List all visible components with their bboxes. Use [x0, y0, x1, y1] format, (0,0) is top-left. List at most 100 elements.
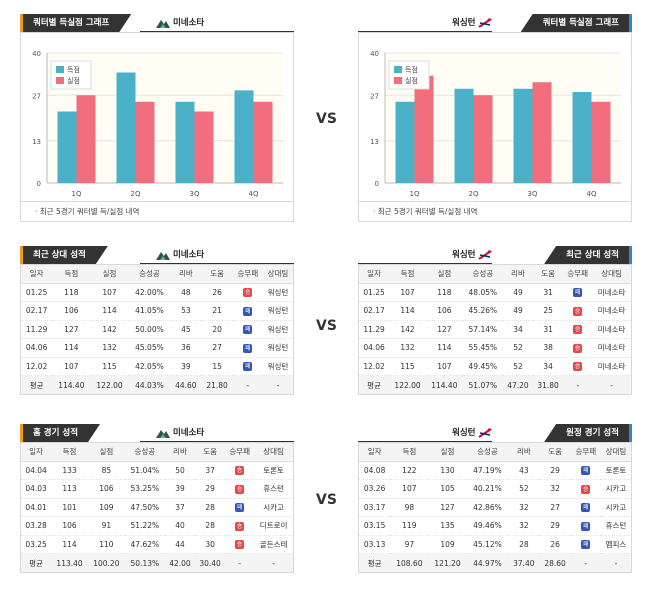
- average-cell: 44.97%: [466, 553, 509, 572]
- table-cell: 107: [90, 283, 129, 302]
- table-row: 11.29 127 142 50.00% 45 20 패 워싱턴: [21, 320, 293, 339]
- table-cell: 132: [90, 338, 129, 358]
- left-quarter-note: · 최근 5경기 쿼터별 득/실점 내역: [20, 202, 294, 222]
- home-title: 홈 경기 성적: [20, 424, 100, 442]
- average-cell: 42.00: [164, 553, 196, 572]
- table-cell: 34: [533, 357, 564, 376]
- table-row: 12.02 107 115 42.05% 39 15 패 워싱턴: [21, 357, 293, 376]
- minnesota-logo-icon: [156, 429, 170, 438]
- table-cell: 시카고: [254, 498, 293, 517]
- column-header: 상대팀: [592, 265, 631, 284]
- home-table: 일자 득점 실점 승성공 리바 도움 승무패 상대팀 04.04 133 85 51.04% 50 37 승…: [21, 443, 293, 572]
- away-title: 원정 경기 성적: [544, 424, 632, 442]
- table-cell: 115: [389, 357, 426, 376]
- table-cell: 106: [87, 479, 125, 499]
- y-tick-label: 13: [32, 138, 41, 146]
- table-cell: 토론토: [254, 461, 293, 480]
- column-header: 상대팀: [254, 443, 293, 462]
- right-team-name: 워싱턴: [452, 250, 476, 260]
- table-cell: 20: [201, 320, 233, 339]
- column-header: 리바: [170, 265, 202, 284]
- table-cell: 32: [508, 516, 540, 536]
- table-cell: 12.02: [21, 357, 53, 376]
- column-header: 실점: [90, 265, 129, 284]
- column-header: 일자: [359, 443, 391, 462]
- column-header: 승성공: [128, 265, 171, 284]
- table-cell: 15: [201, 357, 233, 376]
- average-cell: 30.40: [195, 553, 226, 572]
- table-cell: 42.00%: [128, 283, 171, 302]
- table-cell: 11.29: [359, 320, 390, 339]
- bar-score: [395, 101, 415, 183]
- table-cell: 시카고: [600, 498, 631, 517]
- table-cell: 시카고: [600, 479, 631, 499]
- result-cell: 승: [225, 516, 255, 536]
- legend-label: 실점: [67, 76, 80, 85]
- column-header: 리바: [164, 443, 196, 462]
- y-tick-label: 13: [370, 138, 379, 146]
- table-cell: 27: [201, 338, 233, 358]
- win-badge: 승: [235, 521, 245, 531]
- column-header: 실점: [428, 443, 467, 462]
- average-cell: -: [600, 553, 631, 572]
- table-cell: 127: [425, 320, 463, 339]
- result-cell: 승: [563, 357, 593, 376]
- win-badge: 승: [235, 466, 245, 476]
- column-header: 일자: [21, 265, 53, 284]
- table-cell: 107: [425, 357, 463, 376]
- legend-swatch: [56, 66, 64, 73]
- table-cell: 106: [52, 301, 91, 321]
- table-cell: 29: [539, 461, 571, 480]
- average-cell: 평균: [21, 375, 53, 394]
- loss-badge: 패: [581, 466, 591, 476]
- table-row: 03.25 114 110 47.62% 44 30 승 골든스테: [21, 535, 293, 554]
- table-row: 02.17 106 114 41.05% 53 21 패 워싱턴: [21, 301, 293, 321]
- table-cell: 28: [508, 535, 540, 554]
- table-header-row: 일자 득점 실점 승성공 리바 도움 승무패 상대팀: [359, 443, 631, 462]
- win-badge: 승: [573, 306, 583, 316]
- table-cell: 27: [539, 498, 571, 517]
- table-cell: 03.15: [359, 516, 391, 536]
- bar-lost: [532, 82, 552, 183]
- washington-logo-icon: [478, 17, 492, 28]
- legend-swatch: [394, 77, 402, 84]
- legend-swatch: [56, 77, 64, 84]
- bar-lost: [253, 101, 273, 183]
- average-cell: 114.40: [52, 375, 91, 394]
- table-cell: 114: [90, 301, 129, 321]
- minnesota-logo-icon: [156, 251, 170, 260]
- win-badge: 승: [235, 540, 245, 550]
- table-cell: 127: [52, 320, 91, 339]
- right-recent-table: 일자 득점 실점 승성공 리바 도움 승무패 상대팀 01.25 107 118 48.05% 49 31…: [359, 265, 631, 394]
- y-tick-label: 0: [37, 180, 41, 188]
- x-tick-label: 4Q: [587, 190, 597, 198]
- table-cell: 106: [425, 301, 463, 321]
- table-cell: 52: [502, 357, 534, 376]
- left-quarter-chart: 0 13 27 40 1Q 2Q 3Q 4Q 득점 실점: [20, 32, 294, 202]
- table-cell: 28: [195, 498, 226, 517]
- result-cell: 패: [570, 461, 601, 480]
- table-cell: 02.17: [359, 301, 390, 321]
- table-row: 02.17 114 106 45.26% 49 25 승 미네소타: [359, 301, 631, 321]
- table-cell: 11.29: [21, 320, 53, 339]
- table-cell: 골든스테: [254, 535, 293, 554]
- result-cell: 패: [232, 338, 263, 358]
- table-cell: 51.22%: [124, 516, 165, 536]
- bar-score: [454, 88, 474, 183]
- left-recent-table: 일자 득점 실점 승성공 리바 도움 승무패 상대팀 01.25 118 107 42.00% 48 26…: [21, 265, 293, 394]
- table-cell: 04.06: [21, 338, 53, 358]
- table-row: 03.28 106 91 51.22% 40 28 승 디트로이: [21, 516, 293, 536]
- table-cell: 85: [87, 461, 125, 480]
- column-header: 리바: [508, 443, 540, 462]
- average-cell: 37.40: [508, 553, 540, 572]
- table-cell: 130: [428, 461, 467, 480]
- away-table: 일자 득점 실점 승성공 리바 도움 승무패 상대팀 04.08 122 130 47.19% 43 29…: [359, 443, 631, 572]
- minnesota-logo-icon: [156, 19, 170, 28]
- table-row: 04.01 101 109 47.50% 37 28 패 시카고: [21, 498, 293, 517]
- table-cell: 42.05%: [128, 357, 171, 376]
- left-team-name: 미네소타: [172, 250, 205, 260]
- legend-label: 득점: [405, 66, 418, 74]
- win-badge: 승: [235, 484, 245, 494]
- table-row: 04.06 132 114 55.45% 52 38 승 미네소타: [359, 338, 631, 358]
- right-quarter-note: · 최근 5경기 쿼터별 득/실점 내역: [358, 202, 632, 222]
